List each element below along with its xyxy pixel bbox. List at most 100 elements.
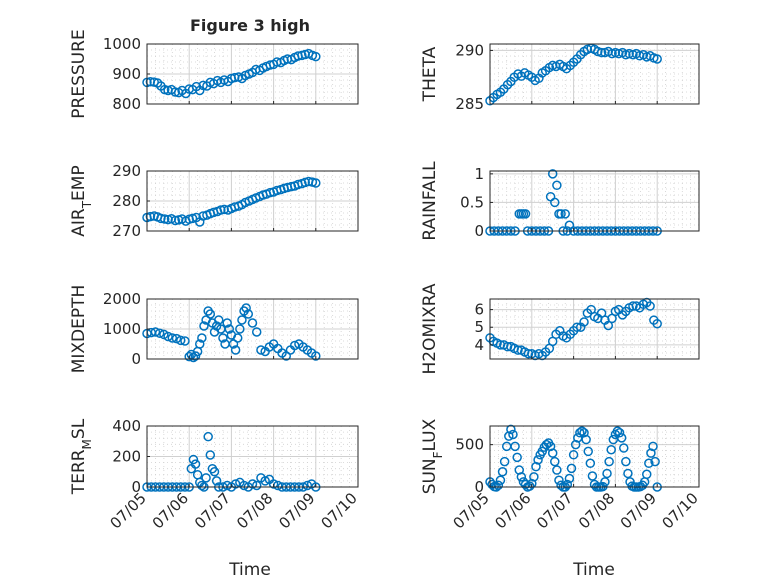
data-point — [513, 345, 523, 355]
data-point — [520, 479, 531, 490]
data-point — [628, 301, 638, 311]
y-tick-label: 6 — [474, 301, 484, 319]
data-point — [195, 339, 205, 349]
data-point — [616, 433, 627, 443]
data-point — [497, 467, 508, 477]
data-point — [218, 333, 228, 343]
data-point — [213, 315, 224, 325]
subplot-theta: 285 290 THETA — [420, 41, 700, 113]
data-point — [502, 341, 513, 352]
data-point — [170, 215, 181, 226]
data-point — [613, 48, 624, 59]
data-point — [197, 333, 207, 343]
data-point — [550, 197, 560, 208]
data-point — [311, 351, 321, 361]
y-tick-label: 900 — [112, 65, 141, 83]
y-axis-label: H2OMIXRA — [420, 283, 440, 374]
data-point — [554, 475, 564, 485]
figure-title: Figure 3 high — [190, 16, 310, 35]
axes-box — [489, 298, 700, 360]
data-point — [556, 209, 566, 219]
data-point — [311, 51, 321, 62]
y-tick-label: 800 — [112, 95, 141, 113]
data-point — [190, 351, 201, 361]
axes-box — [489, 43, 700, 105]
data-point — [241, 303, 251, 313]
data-point — [247, 318, 258, 328]
data-point — [150, 327, 161, 337]
data-point — [232, 333, 243, 343]
data-point — [499, 456, 510, 467]
y-tick-label: 500 — [455, 436, 484, 454]
data-point — [568, 450, 579, 460]
data-point — [222, 318, 232, 328]
data-point — [495, 475, 506, 485]
y-tick-label: 270 — [112, 222, 141, 240]
axes-box — [489, 425, 700, 488]
data-point — [243, 309, 254, 319]
data-point — [230, 72, 240, 83]
data-point — [171, 333, 182, 344]
data-point — [311, 178, 321, 188]
y-tick-label: 1000 — [103, 320, 141, 338]
data-point — [190, 459, 201, 469]
y-tick-label: 0 — [131, 478, 141, 496]
y-tick-label: 0 — [474, 478, 484, 496]
data-point — [623, 468, 633, 479]
data-point — [520, 209, 531, 219]
data-point — [209, 467, 220, 477]
data-point — [203, 431, 213, 442]
data-point — [614, 428, 625, 438]
data-point — [211, 476, 222, 486]
data-point — [251, 327, 262, 337]
y-tick-label: 4 — [474, 336, 484, 354]
data-point — [260, 476, 270, 486]
data-point — [205, 450, 216, 460]
data-point — [251, 480, 262, 491]
data-point — [596, 47, 607, 58]
data-point — [645, 301, 655, 311]
data-point — [583, 446, 593, 457]
data-point — [268, 479, 279, 489]
data-point — [593, 46, 603, 57]
data-point — [167, 333, 178, 343]
data-point — [575, 428, 585, 438]
data-point — [577, 426, 587, 436]
data-point — [550, 456, 560, 467]
data-point — [529, 472, 539, 482]
subplot-pressure: 800 900 1000 PRESSURE — [69, 29, 359, 119]
data-point — [560, 209, 570, 219]
data-point — [180, 336, 190, 346]
y-axis-label: THETA — [420, 46, 440, 102]
data-point — [541, 439, 552, 450]
data-point — [579, 317, 589, 327]
data-point — [187, 213, 198, 224]
y-tick-label: 5 — [474, 318, 484, 336]
y-tick-label: 1000 — [103, 35, 141, 53]
data-point — [219, 204, 229, 215]
data-point — [184, 351, 194, 362]
data-point — [650, 456, 660, 467]
y-tick-label: 400 — [112, 417, 141, 435]
data-point — [621, 456, 631, 467]
data-point — [581, 434, 591, 445]
data-point — [547, 448, 558, 458]
data-point — [235, 324, 245, 334]
data-point — [603, 320, 614, 331]
data-point — [562, 479, 573, 490]
y-tick-label: 280 — [112, 192, 141, 210]
data-point — [582, 44, 593, 55]
subplot-rainfall: 0 0.5 1 RAINFALL — [420, 161, 700, 241]
data-point — [619, 443, 629, 453]
data-point — [648, 441, 658, 452]
data-point — [188, 454, 199, 465]
data-point — [510, 441, 520, 452]
data-point — [170, 87, 181, 97]
y-tick-label: 1 — [474, 165, 484, 183]
axes-box — [489, 170, 700, 232]
data-point — [587, 471, 598, 481]
data-point — [602, 468, 612, 479]
data-point — [564, 473, 575, 484]
data-point — [506, 424, 516, 435]
